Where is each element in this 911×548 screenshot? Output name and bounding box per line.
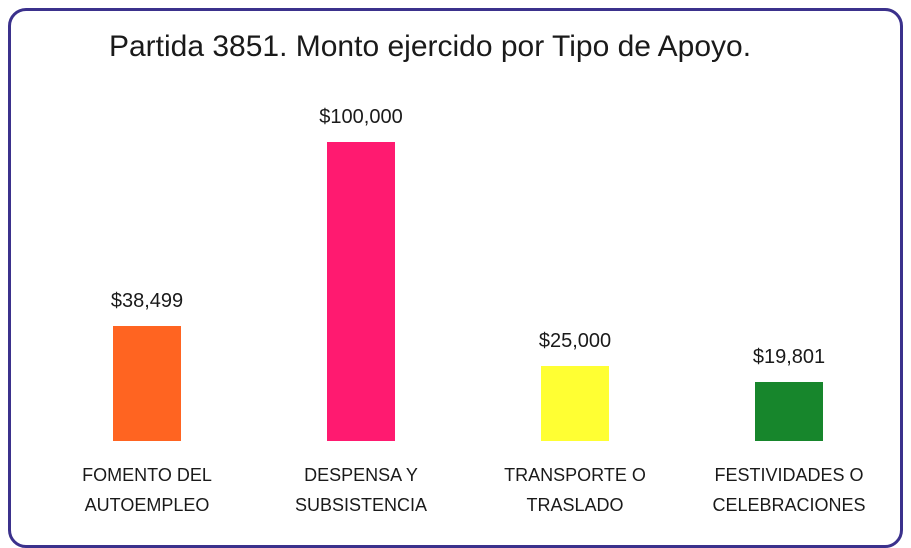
chart-title: Partida 3851. Monto ejercido por Tipo de… — [108, 30, 752, 63]
value-label: $25,000 — [538, 330, 612, 353]
bar — [541, 366, 609, 441]
value-label: $38,499 — [110, 289, 184, 312]
x-tick-label: FOMENTO DEL AUTOEMPLEO — [82, 465, 212, 515]
bar — [327, 142, 395, 441]
x-tick-label: TRANSPORTE O TRASLADO — [504, 465, 646, 515]
value-label: $100,000 — [319, 106, 403, 128]
bar — [113, 325, 181, 441]
x-tick-label: FESTIVIDADES O CELEBRACIONES — [712, 465, 866, 515]
x-tick-label: DESPENSA Y SUBSISTENCIA — [294, 465, 428, 515]
bar — [755, 381, 823, 441]
value-label: $19,801 — [752, 345, 826, 368]
